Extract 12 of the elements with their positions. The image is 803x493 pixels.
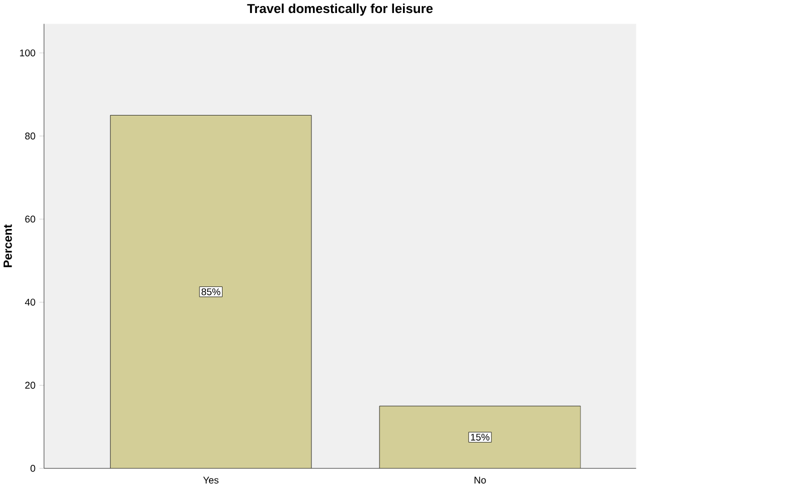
- y-tick-label: 80: [25, 132, 36, 140]
- y-tick-label: 60: [25, 215, 36, 222]
- x-tick-label: No: [474, 476, 486, 484]
- chart-title: Travel domestically for leisure: [247, 3, 433, 16]
- data-label: 85%: [202, 288, 220, 296]
- y-tick-label: 0: [30, 464, 36, 472]
- x-tick-label: Yes: [203, 476, 218, 484]
- y-tick-label: 100: [20, 49, 36, 56]
- y-tick-label: 40: [24, 298, 36, 306]
- y-axis-title: Percent: [4, 224, 12, 267]
- data-label: 15%: [471, 434, 490, 440]
- y-tick-label: 20: [25, 382, 36, 388]
